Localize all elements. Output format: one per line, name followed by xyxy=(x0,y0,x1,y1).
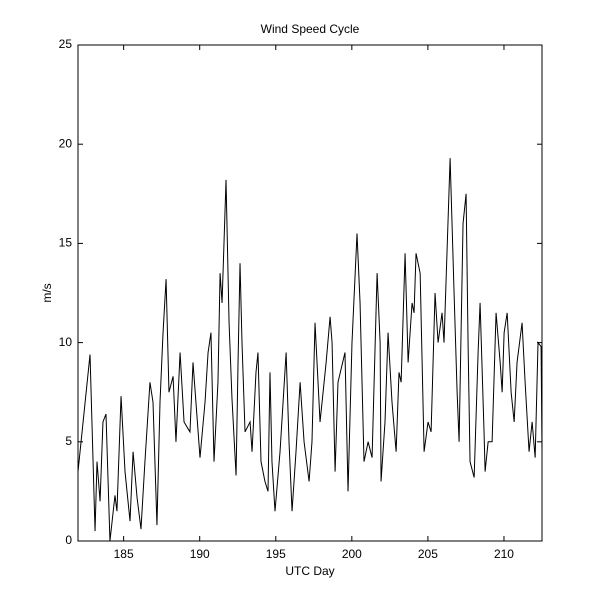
x-axis-label: UTC Day xyxy=(285,564,334,578)
x-tick-label: 185 xyxy=(114,547,134,561)
x-tick-label: 190 xyxy=(190,547,210,561)
plot-frame xyxy=(77,44,543,542)
y-tick-label: 25 xyxy=(59,37,73,51)
chart-title: Wind Speed Cycle xyxy=(261,22,360,36)
y-tick-label: 15 xyxy=(59,236,73,250)
x-tick-label: 200 xyxy=(342,547,362,561)
y-tick-label: 0 xyxy=(65,533,72,547)
x-tick-label: 210 xyxy=(494,547,514,561)
y-tick-label: 5 xyxy=(65,434,72,448)
y-tick-label: 20 xyxy=(59,136,73,150)
y-axis-label: m/s xyxy=(40,283,54,302)
x-tick-label: 205 xyxy=(418,547,438,561)
data-line xyxy=(77,158,543,542)
x-tick-label: 195 xyxy=(266,547,286,561)
y-tick-label: 10 xyxy=(59,335,73,349)
